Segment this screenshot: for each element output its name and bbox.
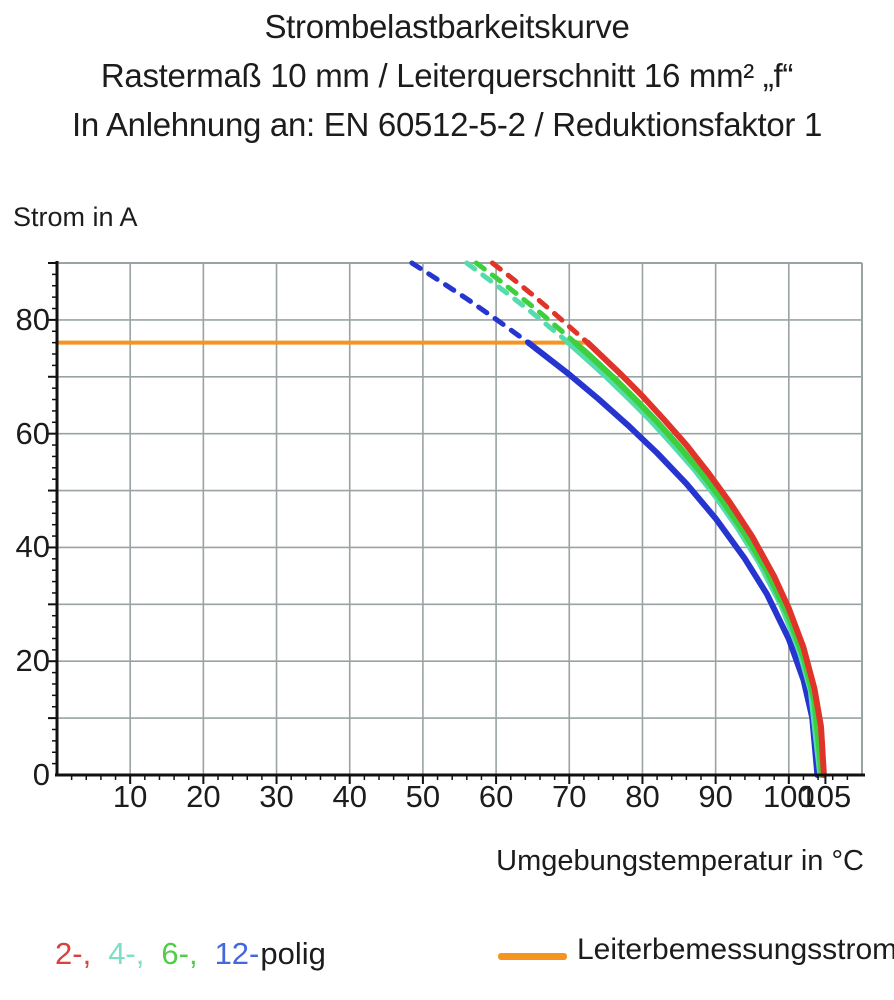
series-solid-2-polig [584,339,827,778]
series-solid-12-polig [525,339,821,778]
x-tick-label-20: 20 [186,779,221,814]
y-tick-label-0: 0 [32,757,50,792]
x-tick-label-30: 30 [259,779,294,814]
x-tick-label-60: 60 [478,779,514,814]
legend-pole-6: 6-, [161,936,198,971]
series-dashed-6-polig [473,260,578,346]
rated-current-legend-swatch [498,953,567,960]
chart-title-block: Strombelastbarkeitskurve Rastermaß 10 mm… [0,2,894,149]
x-tick-label-100: 100 [762,779,815,814]
series-dashed-12-polig [409,260,531,346]
series-solid-6-polig [572,339,825,778]
x-tick-label-90: 90 [698,779,733,814]
legend-pole-2: 2-, [55,936,92,971]
y-axis-title: Strom in A [13,202,138,232]
series-dashed-4-polig [464,260,571,346]
y-tick-label-80: 80 [15,301,50,337]
x-tick-label-70: 70 [552,779,587,814]
legend-polig-suffix: polig [260,936,326,971]
chart-title-line2: Rastermaß 10 mm / Leiterquerschnitt 16 m… [100,57,794,94]
x-tick-label-105: 105 [799,779,852,814]
y-tick-label-40: 40 [15,529,50,565]
x-axis-title: Umgebungstemperatur in °C [496,845,864,877]
x-tick-label-40: 40 [332,779,367,814]
y-tick-label-20: 20 [15,643,50,679]
x-tick-label-10: 10 [112,779,148,814]
legend-pole-12: 12- [214,936,260,971]
legend-pole-4: 4-, [108,936,145,971]
series-dashed-2-polig [489,260,591,346]
x-tick-label-80: 80 [625,779,660,814]
y-tick-label-60: 60 [15,415,50,451]
chart-title-line3: In Anlehnung an: EN 60512-5-2 / Reduktio… [71,106,822,143]
legend-poles: 2-, 4-, 6-, 12- polig [55,936,326,972]
rated-current-legend-label: Leiterbemessungsstrom [577,933,894,966]
chart-title-line1: Strombelastbarkeitskurve [264,8,630,45]
legend-pole-items: 2-, 4-, 6-, 12- [55,936,260,972]
x-tick-label-50: 50 [405,779,441,814]
